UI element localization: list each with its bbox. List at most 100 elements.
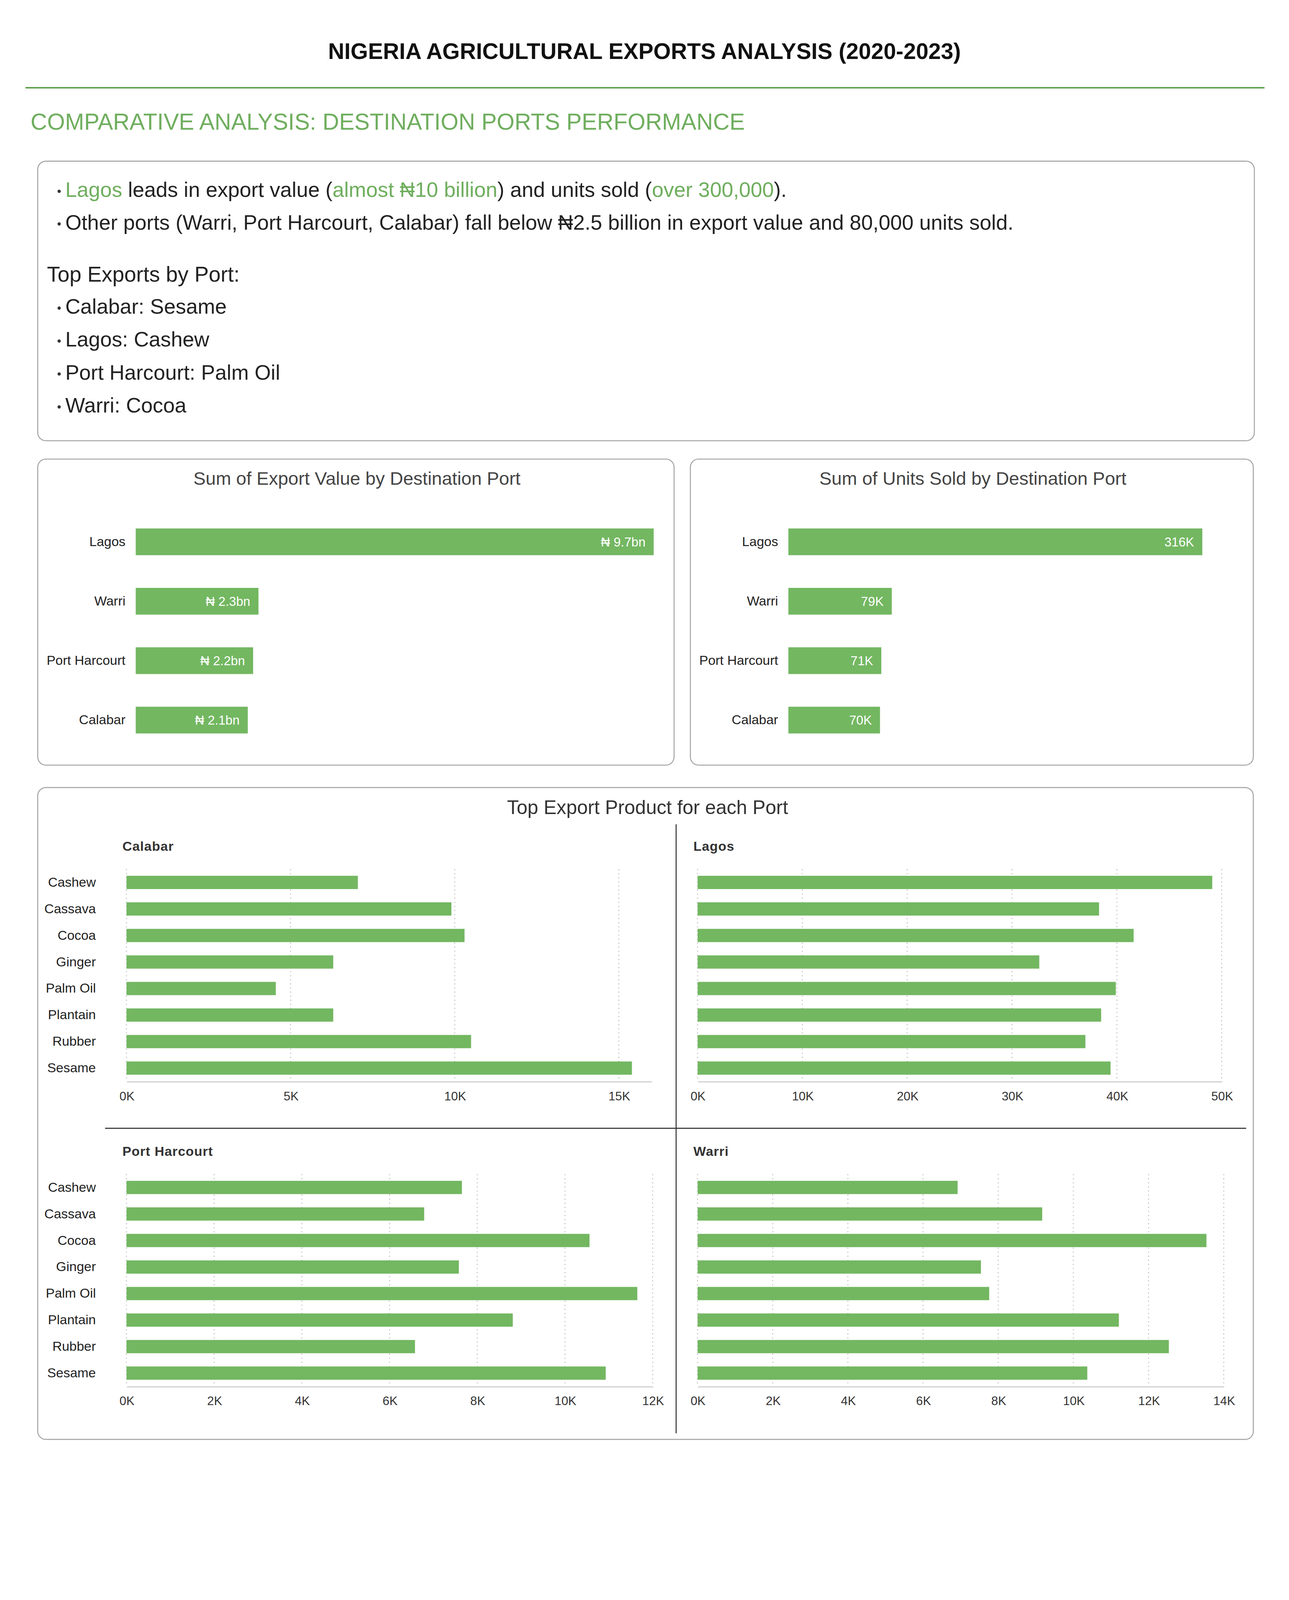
grid-line [906,868,908,1081]
background [0,0,1289,1600]
x-tick-label: 4K [840,1393,856,1408]
x-axis-line [698,1080,1223,1083]
bar [126,955,334,969]
grid-line [1221,868,1223,1081]
bar [126,981,276,995]
grid-line [1148,1173,1150,1386]
y-tick: Port Harcourt [699,652,789,668]
y-tick-label: Cashew [48,1179,97,1195]
page-title: NIGERIA AGRICULTURAL EXPORTS ANALYSIS (2… [328,38,961,64]
y-tick-label: Warri [747,593,779,608]
bullet-dot [57,405,61,409]
y-tick-label: Plantain [48,1006,97,1022]
y-tick-label: Calabar [78,711,126,727]
panel [37,787,1254,1439]
x-tick-label: 10K [444,1089,467,1103]
x-tick-label: 2K [207,1393,223,1408]
bar [788,706,881,733]
y-tick-label: Port Harcourt [699,652,779,668]
grid [126,1173,653,1386]
bars [697,1180,1207,1380]
grid-line [847,1173,849,1386]
x-tick: 12K [1138,1385,1161,1408]
x-tick-label: 50K [1211,1089,1234,1103]
y-tick: Rubber [52,1338,127,1354]
y-tick-label: Cashew [48,874,97,890]
x-tick: 12K [642,1385,665,1408]
data-label: ₦ 2.1bn [194,712,240,728]
bullet-text: Lagos leads in export value (almost ₦10 … [65,178,787,202]
header-rule [25,87,1265,89]
x-tick: 4K [840,1385,856,1408]
y-tick: Cocoa [57,927,127,943]
x-tick: 30K [1001,1080,1024,1103]
grid-line [301,1173,303,1386]
panel-title: Top Export Product for each Port [506,796,789,819]
x-tick-label: 40K [1106,1089,1129,1103]
insight-item: Port Harcourt: Palm Oil [65,360,280,384]
bar [697,1034,1086,1048]
bullet-dot [57,222,61,226]
bar [697,1180,958,1194]
chart-title: Sum of Export Value by Destination Port [193,467,521,489]
insight-item: Calabar: Sesame [65,294,227,318]
x-tick: 40K [1106,1080,1129,1103]
bullet-segment: ). [773,178,787,202]
grid-line [1073,1173,1075,1386]
grid-line [801,868,803,1081]
x-tick: 8K [470,1385,485,1408]
x-tick: 10K [554,1385,577,1408]
bar [126,1339,416,1353]
grid-line [290,868,292,1081]
x-tick-label: 10K [791,1089,814,1103]
x-tick: 8K [991,1385,1006,1408]
chart: Sum of Units Sold by Destination Port316… [699,467,1203,734]
data-labels: 316K79K71K70K [849,534,1195,728]
y-tick: Warri [747,593,789,608]
bar [126,1286,638,1300]
grid-line [1116,868,1118,1081]
y-tick: Sesame [47,1364,127,1380]
bar [126,1365,606,1380]
x-tick: 15K [608,1080,631,1103]
bar [135,706,248,733]
bullet-text: Other ports (Warri, Port Harcourt, Calab… [65,210,1014,234]
y-tick-label: Palm Oil [45,980,96,995]
bar [135,587,259,615]
bar [135,647,254,674]
x-tick: 5K [283,1080,299,1103]
grid-line [997,1173,999,1386]
subtitle: COMPARATIVE ANALYSIS: DESTINATION PORTS … [30,108,745,135]
bar [697,1233,1207,1247]
x-axis-line [698,1385,1225,1388]
y-tick: Calabar [731,711,789,727]
x-tick-label: 0K [119,1089,135,1103]
data-label: 316K [1164,534,1195,550]
bar [697,1060,1111,1075]
y-tick: Plantain [48,1311,127,1327]
bullet-dot [57,189,61,193]
y-tick: Plantain [48,1006,127,1022]
bar [697,981,1116,995]
y-tick-label: Lagos [741,533,778,549]
y-tick-label: Lagos [89,533,126,549]
bullet-segment: leads in export value ( [122,178,333,202]
x-tick: 4K [294,1385,310,1408]
x-axis: 0K2K4K6K8K10K12K14K [690,1385,1236,1408]
insight-item: Warri: Cocoa [65,393,187,417]
x-tick-label: 12K [1138,1393,1161,1408]
x-tick-label: 8K [470,1393,485,1408]
panel [37,458,675,765]
x-axis: 0K 5K 10K 15K [119,1080,653,1103]
x-tick: 20K [896,1080,919,1103]
grid-line [652,1173,654,1386]
grid-line [126,1173,128,1386]
chart-title: Calabar [122,838,174,854]
bar [697,955,1040,969]
y-tick: Cashew [48,874,127,890]
x-tick-label: 10K [554,1393,577,1408]
x-tick-label: 6K [382,1393,398,1408]
bar [697,902,1099,916]
bullet-segment: almost ₦10 billion [332,178,498,202]
y-tick: Warri [94,593,136,608]
